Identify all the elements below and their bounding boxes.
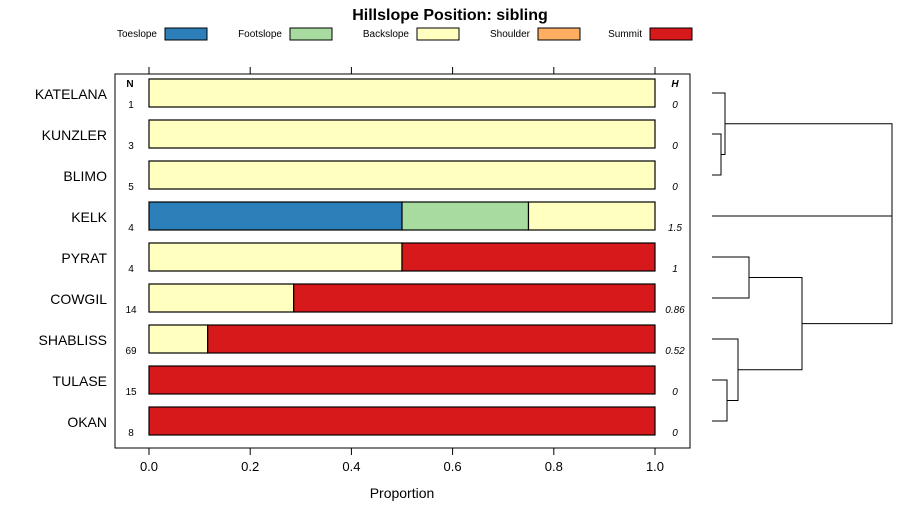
category-label: KELK — [71, 209, 107, 225]
dendrogram — [712, 92, 893, 422]
legend: Toeslope Footslope Backslope Shoulder Summit — [117, 27, 693, 41]
bar-segment-summit — [148, 406, 656, 436]
h-column-header: H — [671, 79, 679, 90]
legend-swatch-shoulder — [537, 27, 581, 41]
h-value: 0 — [672, 428, 678, 439]
row-tulase: TULASE 15 0 — [53, 365, 678, 398]
legend-label-summit: Summit — [608, 29, 642, 40]
legend-label-backslope: Backslope — [363, 29, 410, 40]
h-value: 0.52 — [665, 346, 685, 357]
category-label: KUNZLER — [42, 127, 107, 143]
h-value: 0 — [672, 182, 678, 193]
category-label: SHABLISS — [39, 332, 107, 348]
n-value: 8 — [128, 428, 134, 439]
row-okan: OKAN 8 0 — [67, 406, 678, 439]
bar-segment-toeslope — [148, 201, 403, 231]
dendrogram-link — [712, 92, 726, 155]
n-value: 4 — [128, 264, 134, 275]
x-tick-label: 0.8 — [545, 459, 563, 474]
x-axis: 0.0 0.2 0.4 0.6 0.8 1.0 — [140, 448, 664, 474]
n-value: 69 — [125, 346, 137, 357]
dendrogram-link — [712, 379, 728, 422]
row-pyrat: PYRAT 4 1 — [61, 242, 678, 275]
row-katelana: KATELANA 1 0 — [35, 78, 678, 111]
bar-segment-backslope — [527, 201, 656, 231]
legend-swatch-footslope — [289, 27, 333, 41]
x-tick-label: 0.0 — [140, 459, 158, 474]
category-label: PYRAT — [61, 250, 107, 266]
h-value: 1 — [672, 264, 678, 275]
bar-segment-summit — [148, 365, 656, 395]
legend-swatch-toeslope — [164, 27, 208, 41]
n-value: 4 — [128, 223, 134, 234]
h-value: 0 — [672, 100, 678, 111]
x-tick-label: 0.2 — [241, 459, 259, 474]
plot-frame — [114, 73, 691, 449]
n-column-header: N — [126, 79, 133, 90]
n-value: 14 — [125, 305, 137, 316]
bar-segment-summit — [293, 283, 656, 313]
bar-rows: KATELANA 1 0 KUNZLER 3 0 BLIMO 5 0 KELK 4 1.5 PYRAT 4… — [35, 78, 685, 439]
h-value: 1.5 — [668, 223, 682, 234]
category-label: COWGIL — [50, 291, 107, 307]
x-axis-title: Proportion — [370, 485, 435, 501]
bar-segment-summit — [207, 324, 656, 354]
row-cowgil: COWGIL 14 0.86 — [50, 283, 685, 316]
bar-segment-backslope — [148, 160, 656, 190]
h-value: 0 — [672, 387, 678, 398]
row-shabliss: SHABLISS 69 0.52 — [39, 324, 685, 357]
legend-swatch-backslope — [416, 27, 460, 41]
n-value: 5 — [128, 182, 134, 193]
dendrogram-link — [712, 256, 750, 299]
bar-segment-backslope — [148, 78, 656, 108]
h-value: 0.86 — [665, 305, 685, 316]
category-label: BLIMO — [63, 168, 107, 184]
dendrogram-link — [712, 133, 722, 176]
legend-swatch-summit — [649, 27, 693, 41]
legend-label-shoulder: Shoulder — [490, 29, 531, 40]
bar-segment-backslope — [148, 242, 403, 272]
bar-segment-backslope — [148, 283, 295, 313]
bar-segment-backslope — [148, 324, 209, 354]
x-tick-label: 0.4 — [342, 459, 360, 474]
n-value: 15 — [125, 387, 137, 398]
bar-segment-footslope — [401, 201, 530, 231]
n-value: 3 — [128, 141, 134, 152]
category-label: KATELANA — [35, 86, 108, 102]
dendrogram-link — [725, 123, 893, 270]
chart-title: Hillslope Position: sibling — [352, 7, 548, 24]
row-blimo: BLIMO 5 0 — [63, 160, 678, 193]
x-tick-label: 1.0 — [646, 459, 664, 474]
bar-segment-backslope — [148, 119, 656, 149]
legend-label-toeslope: Toeslope — [117, 29, 157, 40]
row-kelk: KELK 4 1.5 — [71, 201, 682, 234]
dendrogram-link — [738, 277, 803, 371]
top-axis-ticks — [148, 67, 656, 74]
h-value: 0 — [672, 141, 678, 152]
dendrogram-link — [712, 338, 739, 401]
bar-segment-summit — [401, 242, 656, 272]
x-tick-label: 0.6 — [444, 459, 462, 474]
category-label: OKAN — [67, 414, 107, 430]
category-label: TULASE — [53, 373, 107, 389]
n-value: 1 — [128, 100, 134, 111]
legend-label-footslope: Footslope — [238, 29, 282, 40]
row-kunzler: KUNZLER 3 0 — [42, 119, 678, 152]
